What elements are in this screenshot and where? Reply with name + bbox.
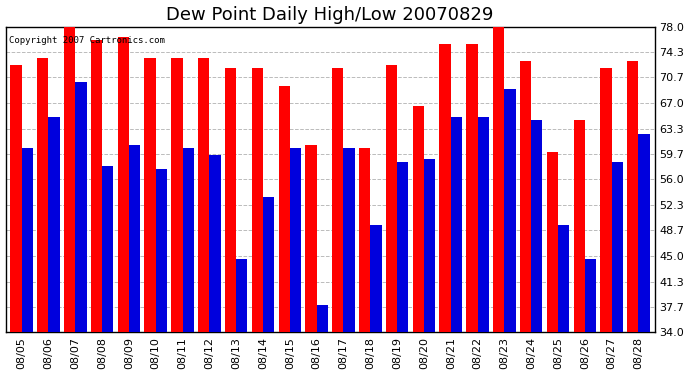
Bar (21, 148, 33, 333)
Bar (209, 155, 221, 333)
Bar (466, 44, 477, 333)
Bar (413, 106, 424, 333)
Bar (144, 58, 156, 333)
Bar (585, 260, 596, 333)
Bar (371, 225, 382, 333)
Text: Copyright 2007 Cartronics.com: Copyright 2007 Cartronics.com (9, 36, 165, 45)
Bar (477, 117, 489, 333)
Bar (306, 145, 317, 333)
Bar (627, 61, 638, 333)
Bar (611, 162, 623, 333)
Bar (504, 89, 515, 333)
Bar (520, 61, 531, 333)
Bar (386, 65, 397, 333)
Bar (129, 145, 140, 333)
Bar (198, 58, 209, 333)
Bar (600, 68, 611, 333)
Bar (638, 134, 650, 333)
Bar (37, 58, 48, 333)
Bar (317, 304, 328, 333)
Bar (263, 197, 275, 333)
Bar (102, 166, 113, 333)
Bar (573, 120, 585, 333)
Bar (48, 117, 60, 333)
Bar (91, 40, 102, 333)
Bar (451, 117, 462, 333)
Bar (558, 225, 569, 333)
Bar (75, 82, 86, 333)
Bar (183, 148, 194, 333)
Title: Dew Point Daily High/Low 20070829: Dew Point Daily High/Low 20070829 (166, 6, 494, 24)
Bar (225, 68, 236, 333)
Bar (397, 162, 408, 333)
Bar (424, 159, 435, 333)
Bar (332, 68, 344, 333)
Bar (440, 44, 451, 333)
Bar (10, 65, 21, 333)
Bar (236, 260, 248, 333)
Bar (252, 68, 263, 333)
Bar (118, 37, 129, 333)
Bar (546, 152, 558, 333)
Bar (493, 27, 504, 333)
Bar (344, 148, 355, 333)
Bar (156, 169, 167, 333)
Bar (171, 58, 183, 333)
Bar (279, 86, 290, 333)
Bar (359, 148, 371, 333)
Bar (64, 20, 75, 333)
Bar (531, 120, 542, 333)
Bar (290, 148, 301, 333)
